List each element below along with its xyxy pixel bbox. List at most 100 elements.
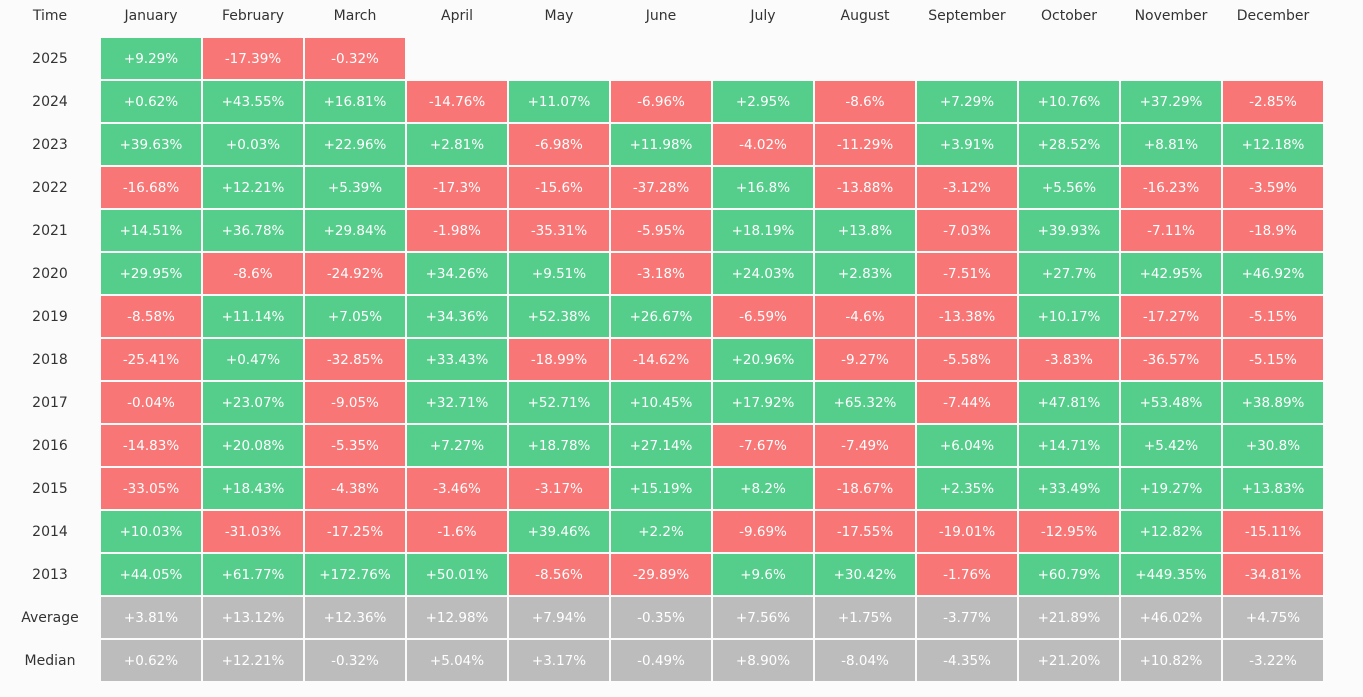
return-cell: -16.68% <box>101 167 201 208</box>
return-cell: +7.27% <box>407 425 507 466</box>
return-cell: +2.95% <box>713 81 813 122</box>
return-cell: +2.2% <box>611 511 711 552</box>
return-cell: +50.01% <box>407 554 507 595</box>
return-cell: +18.19% <box>713 210 813 251</box>
summary-cell: +7.56% <box>713 597 813 638</box>
return-cell: -37.28% <box>611 167 711 208</box>
return-cell: +2.35% <box>917 468 1017 509</box>
return-cell: +172.76% <box>305 554 405 595</box>
summary-cell: +0.62% <box>101 640 201 681</box>
column-header: February <box>221 8 285 24</box>
return-cell: -18.9% <box>1223 210 1323 251</box>
return-cell: +19.27% <box>1121 468 1221 509</box>
return-cell: +10.03% <box>101 511 201 552</box>
return-cell: -32.85% <box>305 339 405 380</box>
return-cell: -9.05% <box>305 382 405 423</box>
return-cell: +11.98% <box>611 124 711 165</box>
return-cell: +39.63% <box>101 124 201 165</box>
row-label: 2022 <box>32 179 68 196</box>
return-cell: +449.35% <box>1121 554 1221 595</box>
summary-cell: +5.04% <box>407 640 507 681</box>
summary-cell: +21.89% <box>1019 597 1119 638</box>
return-cell: -1.98% <box>407 210 507 251</box>
column-header: September <box>928 8 1006 24</box>
summary-cell: -4.35% <box>917 640 1017 681</box>
return-cell: +39.46% <box>509 511 609 552</box>
return-cell: +36.78% <box>203 210 303 251</box>
summary-cell: +8.90% <box>713 640 813 681</box>
return-cell: +27.7% <box>1019 253 1119 294</box>
return-cell: +20.96% <box>713 339 813 380</box>
column-header: March <box>333 8 377 24</box>
return-cell: +3.91% <box>917 124 1017 165</box>
return-cell: +10.17% <box>1019 296 1119 337</box>
row-label: 2021 <box>32 222 68 239</box>
return-cell: -9.27% <box>815 339 915 380</box>
row-label: 2025 <box>32 50 68 67</box>
return-cell: +20.08% <box>203 425 303 466</box>
return-cell: +9.6% <box>713 554 813 595</box>
return-cell: +52.71% <box>509 382 609 423</box>
row-label: 2015 <box>32 480 68 497</box>
summary-cell: -3.77% <box>917 597 1017 638</box>
return-cell: -3.46% <box>407 468 507 509</box>
summary-cell: +4.75% <box>1223 597 1323 638</box>
row-label: 2017 <box>32 394 68 411</box>
return-cell: -1.76% <box>917 554 1017 595</box>
return-cell: -2.85% <box>1223 81 1323 122</box>
return-cell: -8.6% <box>815 81 915 122</box>
row-label: 2024 <box>32 93 68 110</box>
return-cell: +13.83% <box>1223 468 1323 509</box>
return-cell: +47.81% <box>1019 382 1119 423</box>
return-cell: -7.03% <box>917 210 1017 251</box>
return-cell: +60.79% <box>1019 554 1119 595</box>
return-cell: +9.29% <box>101 38 201 79</box>
column-header: April <box>441 8 473 24</box>
return-cell: -25.41% <box>101 339 201 380</box>
return-cell: -5.35% <box>305 425 405 466</box>
return-cell: -14.83% <box>101 425 201 466</box>
return-cell: -6.96% <box>611 81 711 122</box>
column-header: June <box>645 8 677 24</box>
column-header: January <box>124 8 178 24</box>
summary-cell: -3.22% <box>1223 640 1323 681</box>
column-header: May <box>544 8 574 24</box>
return-cell: -8.6% <box>203 253 303 294</box>
return-cell: +28.52% <box>1019 124 1119 165</box>
return-cell: -4.6% <box>815 296 915 337</box>
return-cell: -14.62% <box>611 339 711 380</box>
return-cell: +32.71% <box>407 382 507 423</box>
row-label: 2020 <box>32 265 68 282</box>
return-cell: -34.81% <box>1223 554 1323 595</box>
return-cell: -5.15% <box>1223 296 1323 337</box>
return-cell: +12.21% <box>203 167 303 208</box>
return-cell: +44.05% <box>101 554 201 595</box>
return-cell: -3.17% <box>509 468 609 509</box>
return-cell: -9.69% <box>713 511 813 552</box>
return-cell: +11.14% <box>203 296 303 337</box>
return-cell: +2.83% <box>815 253 915 294</box>
summary-cell: +12.98% <box>407 597 507 638</box>
return-cell: -8.56% <box>509 554 609 595</box>
summary-cell: +10.82% <box>1121 640 1221 681</box>
return-cell: +34.26% <box>407 253 507 294</box>
return-cell: +0.03% <box>203 124 303 165</box>
return-cell: -35.31% <box>509 210 609 251</box>
summary-cell: -0.32% <box>305 640 405 681</box>
return-cell: +8.81% <box>1121 124 1221 165</box>
return-cell: -7.67% <box>713 425 813 466</box>
return-cell: -7.51% <box>917 253 1017 294</box>
summary-cell: -0.35% <box>611 597 711 638</box>
return-cell: -17.3% <box>407 167 507 208</box>
return-cell: -3.12% <box>917 167 1017 208</box>
return-cell: -0.04% <box>101 382 201 423</box>
summary-cell: -0.49% <box>611 640 711 681</box>
return-cell: -15.11% <box>1223 511 1323 552</box>
return-cell: +5.39% <box>305 167 405 208</box>
return-cell: -16.23% <box>1121 167 1221 208</box>
return-cell: -15.6% <box>509 167 609 208</box>
return-cell: -12.95% <box>1019 511 1119 552</box>
summary-cell: +3.17% <box>509 640 609 681</box>
summary-cell: +46.02% <box>1121 597 1221 638</box>
